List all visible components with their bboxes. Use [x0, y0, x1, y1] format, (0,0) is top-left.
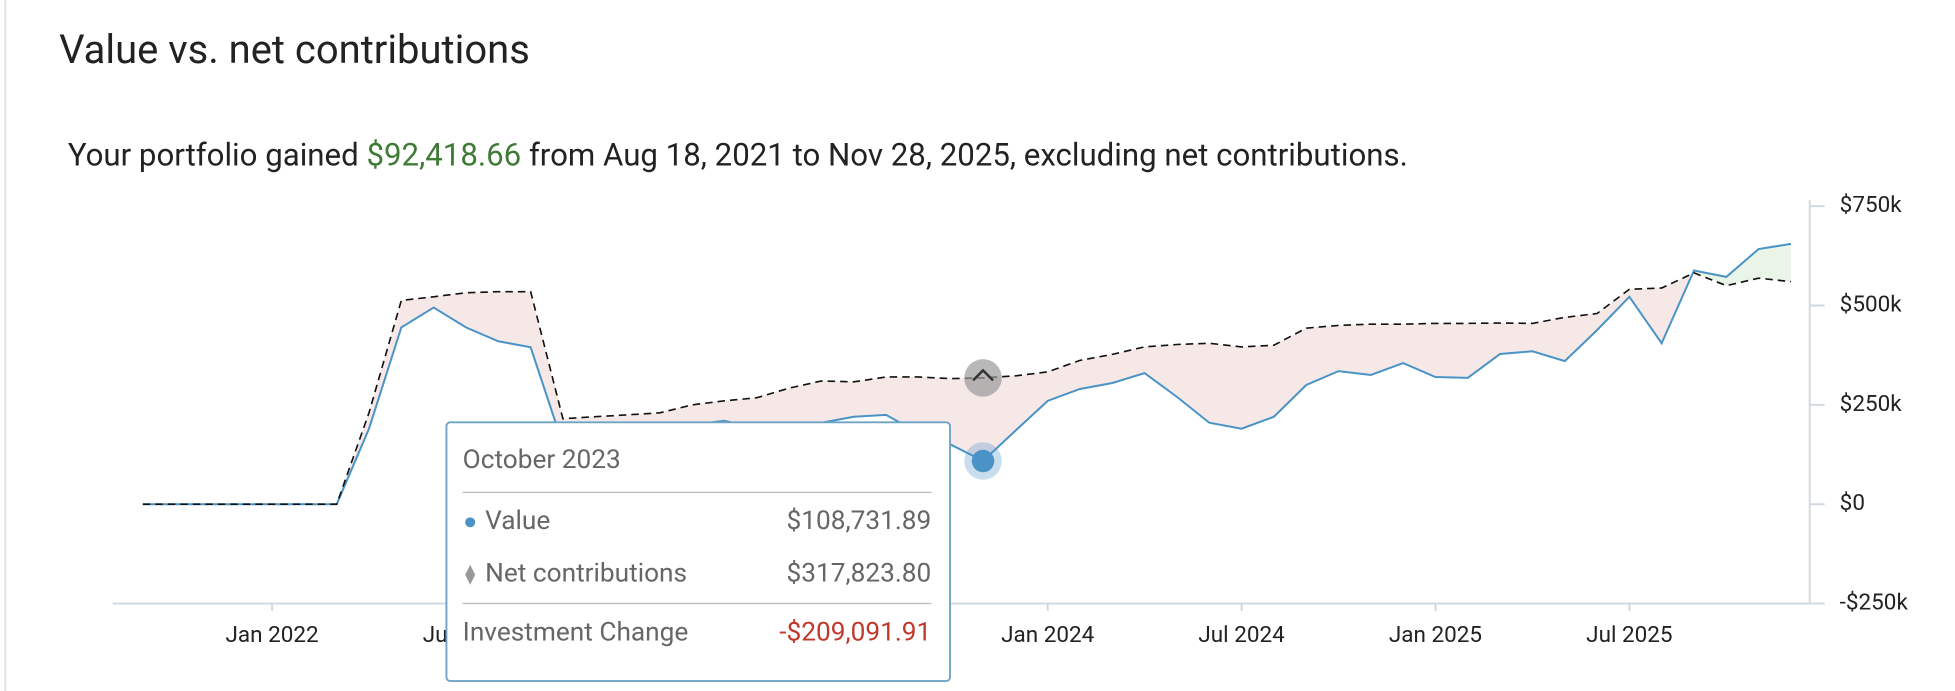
x-tick-label: Jul 2025 — [1586, 622, 1672, 648]
value-hover-marker — [971, 449, 995, 473]
x-tick-label: Jul 2024 — [1198, 622, 1285, 648]
summary-amount: $92,418.66 — [366, 137, 521, 174]
y-tick-label: -$250k — [1840, 589, 1909, 615]
y-tick-label: $750k — [1840, 192, 1903, 218]
x-tick-label: Jan 2022 — [225, 622, 318, 648]
tooltip-label: Value — [485, 506, 550, 536]
summary-text: from Aug 18, 2021 to Nov 28, 2025, exclu… — [521, 137, 1408, 174]
tooltip-title: October 2023 — [463, 445, 621, 475]
x-tick-label: Jan 2024 — [1001, 622, 1095, 648]
chart-title: Value vs. net contributions — [59, 26, 530, 73]
chevron-icon — [972, 368, 994, 382]
tooltip-change-label: Investment Change — [463, 617, 689, 647]
tooltip-value: $317,823.80 — [786, 559, 931, 589]
summary-text: Your portfolio gained — [68, 137, 367, 174]
contribution-hover-marker — [964, 359, 1002, 397]
tooltip-value: $108,731.89 — [786, 506, 931, 536]
y-tick-label: $500k — [1840, 291, 1903, 317]
tooltip-label: Net contributions — [485, 559, 687, 589]
y-tick-label: $250k — [1840, 391, 1903, 417]
x-tick-label: Jan 2025 — [1389, 622, 1482, 648]
value-line — [142, 242, 1792, 506]
y-tick-label: $0 — [1840, 490, 1865, 516]
summary: Your portfolio gained $92,418.66 from Au… — [68, 137, 1408, 174]
tooltip-box — [445, 421, 951, 682]
tooltip: October 2023 Value $108,731.89 Net contribu… — [445, 421, 951, 682]
tooltip-change-value: -$209,091.91 — [779, 617, 931, 647]
value-bullet — [465, 517, 476, 528]
